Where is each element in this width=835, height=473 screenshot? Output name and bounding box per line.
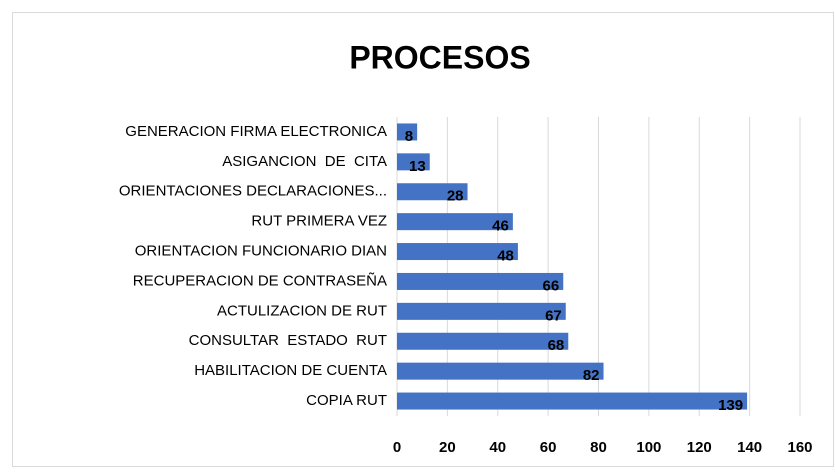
data-label: 13 [409,158,426,175]
bar [397,123,418,141]
y-tick-label: ORIENTACION FUNCIONARIO DIAN [135,243,387,260]
data-label: 67 [545,307,562,324]
data-label: 66 [543,277,560,294]
x-tick-label: 40 [489,439,506,456]
data-label: 28 [447,188,464,205]
x-tick-label: 20 [439,439,456,456]
bar [397,362,604,380]
bar [397,392,748,410]
chart-title: PROCESOS [349,39,530,75]
x-tick-label: 120 [687,439,712,456]
bar [397,302,566,320]
y-tick-label: HABILITACION DE CUENTA [194,362,387,379]
data-label: 82 [583,367,600,384]
data-label: 68 [548,337,565,354]
data-label: 48 [497,248,514,265]
y-tick-label: CONSULTAR ESTADO RUT [189,332,387,349]
data-label: 46 [492,218,509,235]
x-tick-label: 140 [737,439,762,456]
y-tick-label: COPIA RUT [306,392,387,409]
y-tick-label: ORIENTACIONES DECLARACIONES... [119,183,387,200]
bar [397,153,430,171]
y-tick-label: RECUPERACION DE CONTRASEÑA [133,272,387,289]
x-tick-label: 100 [636,439,661,456]
y-tick-label: GENERACION FIRMA ELECTRONICA [125,123,387,140]
bar [397,272,564,290]
x-tick-label: 0 [393,439,401,456]
x-tick-label: 160 [787,439,812,456]
bar [397,243,518,261]
x-tick-label: 60 [540,439,557,456]
data-label: 8 [405,128,413,145]
x-tick-label: 80 [590,439,607,456]
chart-frame [12,12,834,467]
y-tick-label: RUT PRIMERA VEZ [251,213,387,230]
y-tick-label: ASIGANCION DE CITA [222,153,387,170]
bar [397,183,468,201]
bar [397,332,569,350]
data-label: 139 [718,397,743,414]
bar [397,213,513,231]
y-tick-label: ACTULIZACION DE RUT [217,302,387,319]
